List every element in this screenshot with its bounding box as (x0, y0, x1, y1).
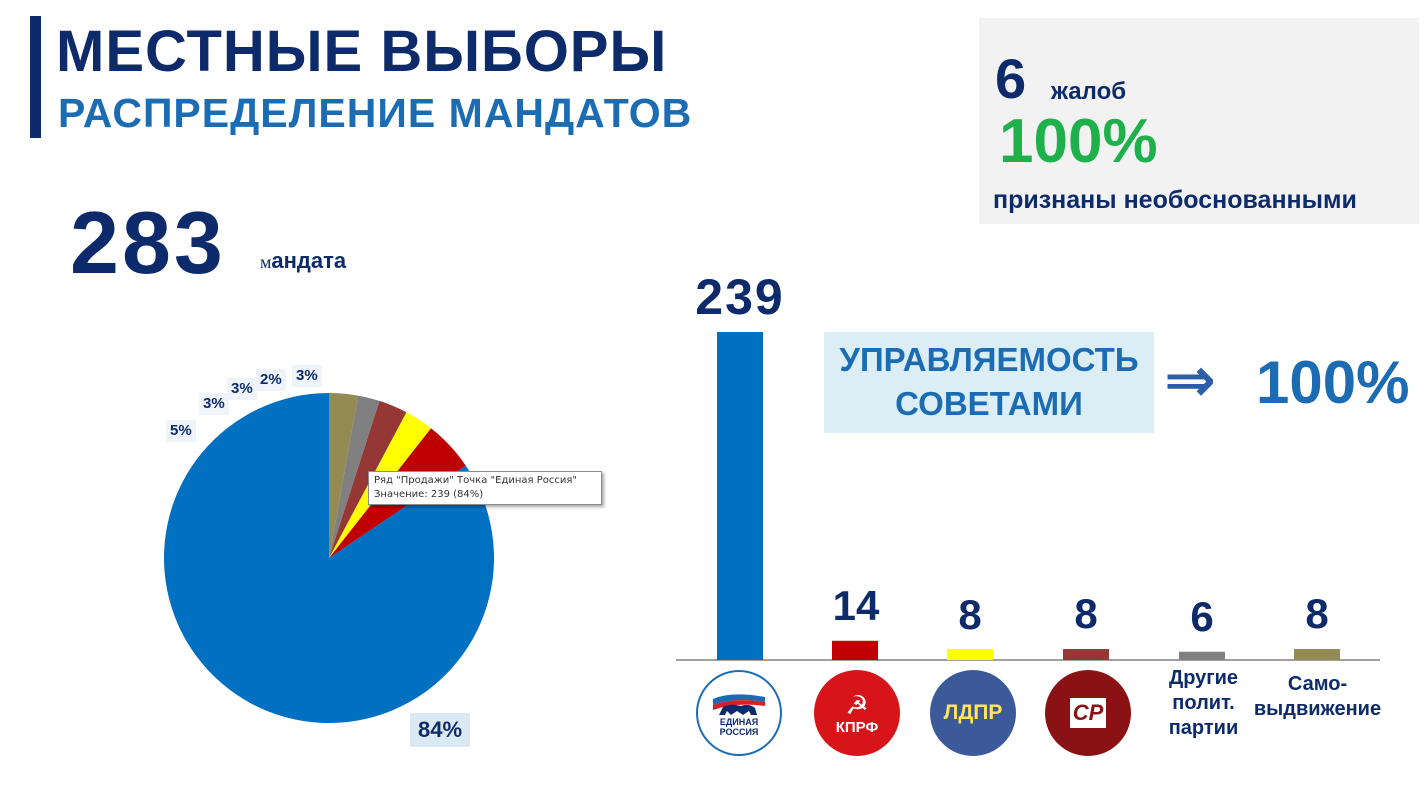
bar-sr (1063, 649, 1109, 660)
pie-label-self: 3% (292, 365, 322, 387)
title-accent-bar (30, 16, 41, 138)
complaints-count: 6 (995, 47, 1027, 110)
pie-label-other: 2% (256, 369, 286, 391)
page-subtitle: РАСПРЕДЕЛЕНИЕ МАНДАТОВ (58, 90, 693, 136)
sr-logo-text: СР (1070, 698, 1106, 728)
hammer-sickle-icon: ☭ (845, 689, 869, 720)
kprf-logo: ☭ КПРФ (814, 670, 900, 756)
management-line1: УПРАВЛЯЕМОСТЬ (839, 341, 1139, 378)
pie-label-er: 84% (410, 713, 471, 747)
bar-value-other: 6 (1190, 593, 1214, 640)
pie-slice-self (329, 393, 359, 558)
bar-value-sr: 8 (1074, 590, 1098, 637)
bar-ldpr (947, 649, 993, 660)
pie-label-sr: 3% (227, 378, 257, 400)
pie-label-kprf: 5% (166, 420, 196, 442)
er-logo-line2: РОССИЯ (719, 727, 759, 737)
tooltip-value-line: Значение: 239 (84%) (374, 489, 484, 500)
bar-value-self: 8 (1305, 590, 1329, 637)
complaints-caption: признаны необоснованными (993, 186, 1357, 214)
chart-tooltip: Ряд "Продажи" Точка "Единая Россия" Знач… (368, 471, 602, 505)
management-percent: 100% (1256, 349, 1410, 416)
ldpr-logo: ЛДПР (930, 670, 1016, 756)
pie-slice-er (164, 393, 495, 723)
bar-self (1294, 649, 1340, 660)
page-title: МЕСТНЫЕ ВЫБОРЫ (56, 19, 668, 84)
management-line2: СОВЕТАМИ (895, 385, 1083, 422)
total-label-rest: андата (271, 248, 347, 273)
complaints-percent: 100% (999, 107, 1158, 176)
bar-other (1179, 651, 1225, 660)
bar-kprf (832, 640, 878, 660)
ldpr-logo-text: ЛДПР (943, 701, 1003, 724)
complaints-word: жалоб (1051, 78, 1127, 105)
bar-value-ldpr: 8 (958, 591, 982, 638)
bar-value-kprf: 14 (832, 582, 880, 629)
total-mandates-value: 283 (70, 193, 226, 292)
bar-er (717, 332, 763, 660)
kprf-logo-text: КПРФ (835, 718, 879, 736)
complaints-panel: 6 жалоб 100% признаны необоснованными (979, 18, 1419, 224)
management-box: УПРАВЛЯЕМОСТЬ СОВЕТАМИ (824, 332, 1154, 433)
other-parties-label: Другие полит. партии (1168, 667, 1239, 739)
total-mandates-label: мандата (260, 248, 346, 274)
sr-logo: СР (1045, 670, 1131, 756)
tooltip-series-line: Ряд "Продажи" Точка "Единая Россия" (374, 475, 577, 486)
self-nominated-label: Само-выдвижение (1253, 673, 1382, 720)
bear-flag-icon (713, 694, 765, 715)
pie-label-ldpr: 3% (199, 393, 229, 415)
er-logo-line1: ЕДИНАЯ (719, 717, 759, 727)
total-label-first-letter: м (260, 252, 272, 272)
er-logo: ЕДИНАЯ РОССИЯ (696, 670, 782, 756)
arrow-icon: ⇒ (1164, 346, 1216, 415)
bar-value-er: 239 (695, 269, 785, 325)
